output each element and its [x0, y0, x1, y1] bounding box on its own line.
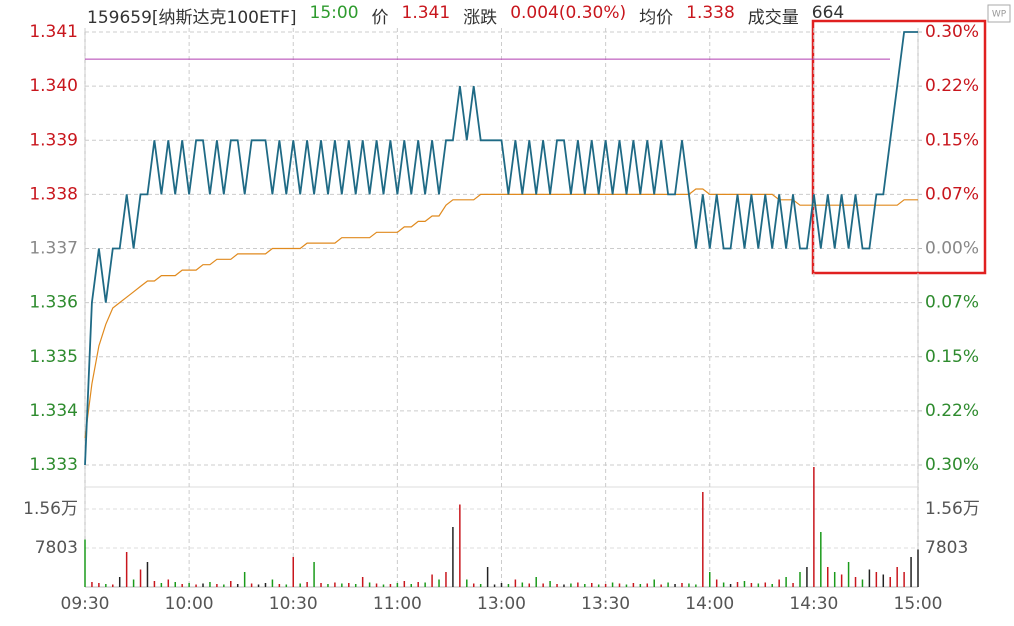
info-item: 15:00 [309, 3, 359, 23]
y-tick-label: 1.334 [29, 401, 78, 421]
x-tick-label: 09:30 [61, 594, 110, 614]
y-tick-label: 1.341 [29, 22, 78, 42]
x-tick-label: 13:00 [477, 594, 526, 614]
y-tick-label: 1.339 [29, 130, 78, 150]
y-tick-label: 1.340 [29, 76, 78, 96]
wp-icon[interactable] [987, 4, 1011, 23]
y-tick-label: 1.333 [29, 455, 78, 475]
x-tick-label: 10:30 [269, 594, 318, 614]
info-item: 涨跌 [463, 8, 498, 28]
x-tick-label: 14:00 [685, 594, 734, 614]
info-item: 均价 [639, 8, 674, 28]
volume-tick-label: 7803 [35, 538, 78, 558]
y2-tick-label: 0.00% [925, 239, 979, 259]
y2-tick-label: 0.15% [925, 347, 979, 367]
x-tick-label: 10:00 [165, 594, 214, 614]
info-item: 0.004(0.30%) [510, 3, 627, 23]
info-item: 664 [811, 3, 845, 23]
x-tick-label: 11:00 [373, 594, 422, 614]
volume-tick-label: 7803 [925, 538, 968, 558]
y-tick-label: 1.335 [29, 347, 78, 367]
highlight-box [811, 19, 987, 275]
x-tick-label: 15:00 [894, 594, 943, 614]
y-tick-label: 1.336 [29, 293, 78, 313]
info-item: 1.338 [686, 3, 735, 23]
x-tick-label: 13:30 [581, 594, 630, 614]
info-item: 成交量 [747, 8, 799, 28]
info-item: 1.341 [401, 3, 451, 23]
y-tick-label: 1.338 [29, 184, 78, 204]
y-tick-label: 1.337 [29, 239, 78, 259]
info-item: 159659[纳斯达克100ETF] [87, 8, 297, 28]
info-bar: 159659[纳斯达克100ETF] 15:00 价 1.341 涨跌 0.004(0.3… [87, 3, 844, 28]
y2-tick-label: 0.22% [925, 76, 979, 96]
y2-tick-label: 0.07% [925, 293, 979, 313]
volume-tick-label: 1.56万 [23, 499, 78, 519]
wp-icon-text: WP [992, 10, 1007, 20]
y2-tick-label: 0.07% [925, 184, 979, 204]
y2-tick-label: 0.30% [925, 455, 979, 475]
y2-tick-label: 0.15% [925, 130, 979, 150]
x-tick-label: 14:30 [789, 594, 838, 614]
price-line [84, 31, 918, 466]
y2-tick-label: 0.22% [925, 401, 979, 421]
volume-tick-label: 1.56万 [925, 499, 980, 519]
info-item: 价 [371, 8, 389, 28]
y2-tick-label: 0.30% [925, 22, 979, 42]
